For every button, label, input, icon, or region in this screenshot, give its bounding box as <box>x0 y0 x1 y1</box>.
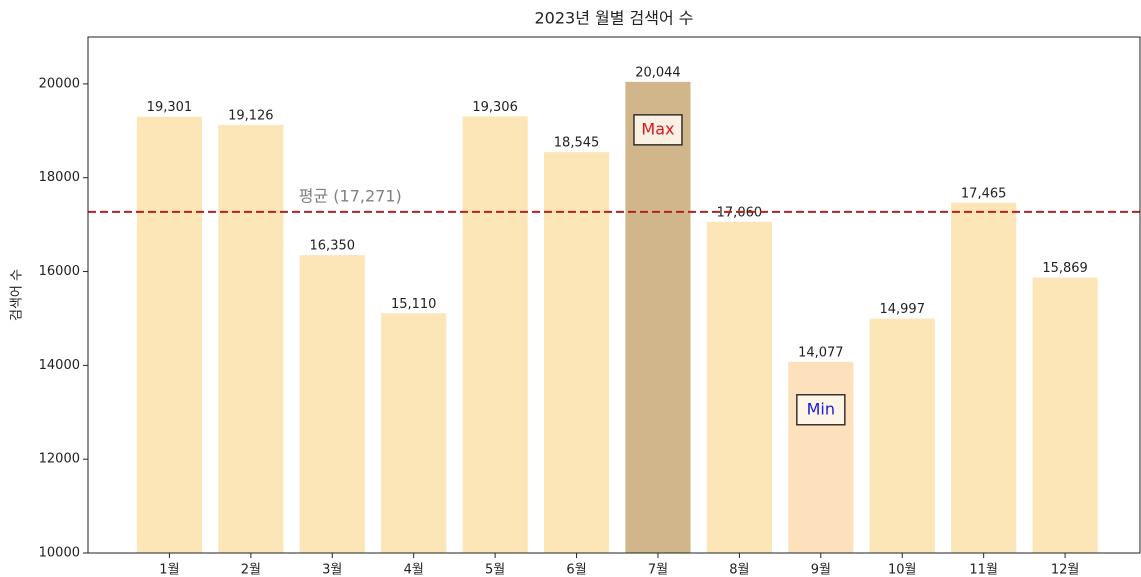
bar <box>625 81 691 553</box>
min_label-label: Min <box>807 399 835 418</box>
bar <box>299 255 365 554</box>
bar <box>951 202 1017 553</box>
bar <box>381 313 447 553</box>
bar <box>1032 277 1098 553</box>
value-label: 18,545 <box>554 136 600 151</box>
x-tick-label: 7월 <box>648 563 668 577</box>
average-label: 평균 (17,271) <box>299 186 402 205</box>
x-tick-label: 3월 <box>322 563 342 577</box>
x-tick-label: 8월 <box>729 563 749 577</box>
bar <box>869 318 935 553</box>
y-tick-label: 12000 <box>39 452 80 467</box>
value-label: 15,110 <box>391 297 437 312</box>
y-tick-label: 20000 <box>39 76 80 91</box>
y-tick-label: 10000 <box>39 546 80 561</box>
y-tick-label: 14000 <box>39 358 80 373</box>
x-tick-label: 9월 <box>811 563 831 577</box>
bar <box>706 221 772 553</box>
x-tick-label: 12월 <box>1051 563 1080 577</box>
value-label: 20,044 <box>635 65 681 80</box>
bar <box>788 361 854 553</box>
bar <box>462 116 528 554</box>
value-label: 14,997 <box>879 302 925 317</box>
y-axis-label: 검색어 수 <box>10 269 25 321</box>
max_label-label: Max <box>641 119 674 138</box>
value-label: 19,306 <box>472 100 518 115</box>
x-tick-label: 1월 <box>159 563 179 577</box>
value-label: 17,465 <box>961 186 1007 201</box>
x-tick-label: 5월 <box>485 563 505 577</box>
x-tick-label: 4월 <box>404 563 424 577</box>
x-tick-label: 11월 <box>969 563 998 577</box>
x-tick-label: 2월 <box>241 563 261 577</box>
value-label: 14,077 <box>798 345 844 360</box>
value-label: 19,126 <box>228 108 274 123</box>
x-tick-label: 6월 <box>566 563 586 577</box>
value-label: 16,350 <box>310 239 356 254</box>
y-tick-label: 16000 <box>39 264 80 279</box>
min_label-box <box>796 394 846 426</box>
value-label: 15,869 <box>1042 261 1088 276</box>
bar <box>543 152 610 554</box>
y-tick-label: 18000 <box>39 170 80 185</box>
max_label-box <box>633 114 683 146</box>
bar <box>136 116 202 553</box>
x-tick-label: 10월 <box>888 563 917 577</box>
chart-title: 2023년 월별 검색어 수 <box>534 9 693 28</box>
value-label: 19,301 <box>147 100 193 115</box>
bar <box>218 124 284 553</box>
plot-frame <box>87 36 1141 554</box>
